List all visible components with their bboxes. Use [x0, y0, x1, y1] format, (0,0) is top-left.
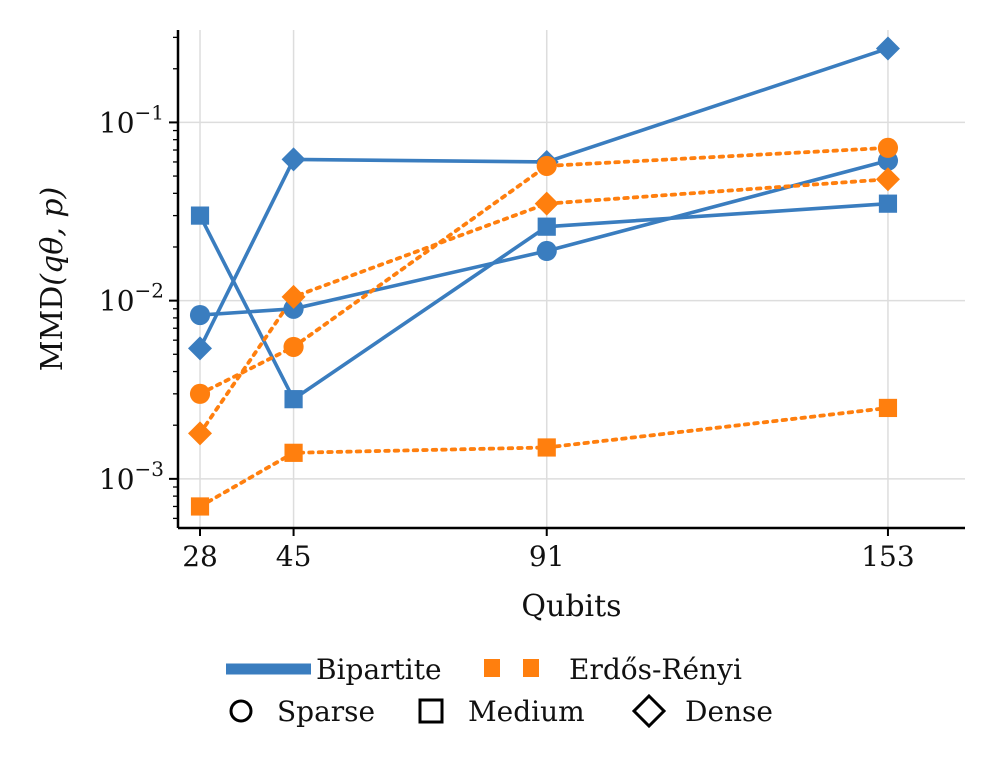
legend: Bipartite Erdős-Rényi Sparse Medium Dense — [226, 653, 773, 729]
series-layer — [188, 36, 900, 516]
legend-swatch-sparse — [229, 699, 253, 723]
y-axis-label-args: (qθ, p) — [35, 187, 70, 286]
data-point-bipartite-dense — [281, 147, 306, 172]
x-tick-label: 153 — [861, 540, 914, 573]
ticks: 28 45 91 153 10−3 10−2 10−1 — [99, 36, 915, 573]
x-tick-label: 28 — [182, 540, 218, 573]
data-point-bipartite-dense — [188, 336, 213, 361]
grid — [178, 30, 965, 528]
data-point-erdos_renyi-medium — [878, 398, 898, 418]
legend-swatch-erdos-renyi — [523, 659, 539, 677]
data-point-bipartite-medium — [190, 206, 210, 225]
data-point-erdos_renyi-sparse — [283, 336, 304, 357]
data-point-bipartite-dense — [875, 36, 900, 61]
data-point-bipartite-medium — [537, 217, 556, 236]
axes — [176, 30, 965, 530]
data-point-erdos_renyi-medium — [537, 438, 556, 457]
x-tick-label: 91 — [529, 540, 565, 573]
legend-label-sparse: Sparse — [277, 695, 375, 728]
y-tick-label: 10−1 — [99, 100, 164, 139]
data-point-erdos_renyi-dense — [534, 191, 559, 216]
legend-label-bipartite: Bipartite — [316, 653, 442, 686]
series-line-bipartite-sparse — [199, 158, 889, 317]
data-point-erdos_renyi-sparse — [877, 137, 899, 158]
x-tick-label: 45 — [276, 540, 312, 573]
y-axis-label-prefix: MMD — [35, 286, 70, 372]
series-line-erdos_renyi-sparse — [198, 145, 890, 396]
series-line-bipartite-dense — [198, 46, 889, 350]
series-line-erdos_renyi-medium — [198, 406, 890, 509]
legend-label-medium: Medium — [468, 695, 585, 728]
legend-label-dense: Dense — [685, 695, 773, 728]
legend-label-erdos-renyi: Erdős-Rényi — [569, 653, 742, 686]
data-point-erdos_renyi-dense — [188, 421, 213, 446]
y-axis-label: MMD(qθ, p) — [35, 187, 70, 371]
data-point-erdos_renyi-sparse — [189, 383, 211, 404]
legend-swatch-dense — [631, 693, 667, 729]
x-axis-label: Qubits — [521, 589, 621, 624]
data-point-bipartite-medium — [284, 390, 303, 409]
data-point-bipartite-sparse — [189, 304, 211, 326]
data-point-bipartite-medium — [878, 194, 898, 213]
data-point-erdos_renyi-medium — [284, 443, 303, 462]
legend-swatch-erdos-renyi — [484, 659, 500, 677]
y-tick-label: 10−2 — [99, 279, 164, 318]
data-point-erdos_renyi-medium — [190, 497, 210, 516]
data-point-erdos_renyi-sparse — [536, 155, 557, 177]
data-point-erdos_renyi-dense — [875, 167, 900, 192]
data-point-erdos_renyi-dense — [281, 284, 306, 309]
data-point-bipartite-sparse — [536, 240, 557, 262]
series-line-erdos_renyi-dense — [198, 177, 890, 436]
y-tick-label: 10−3 — [99, 457, 164, 496]
legend-swatch-medium — [418, 698, 444, 724]
series-line-bipartite-medium — [198, 201, 889, 402]
